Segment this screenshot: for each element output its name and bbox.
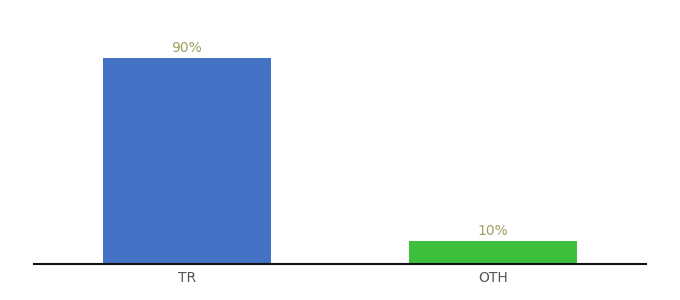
Bar [103,58,271,264]
Text: 90%: 90% [171,41,203,55]
Bar [409,241,577,264]
Text: 10%: 10% [477,224,509,238]
